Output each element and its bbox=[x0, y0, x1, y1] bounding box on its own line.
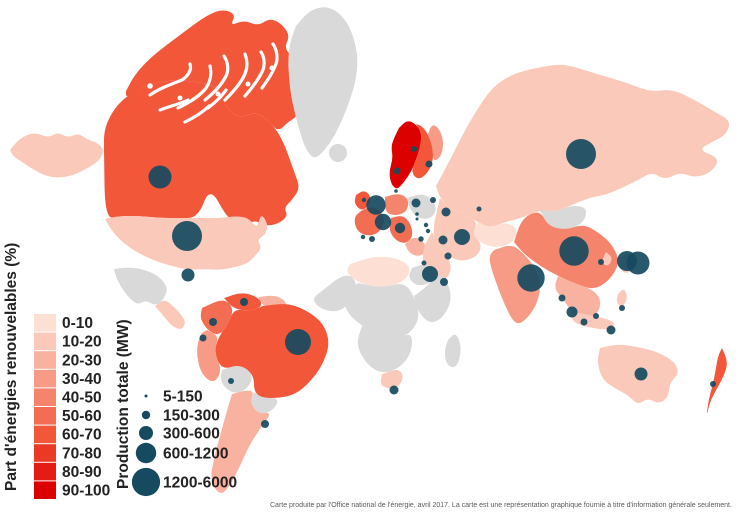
svg-text:Production totale (MW): Production totale (MW) bbox=[115, 319, 132, 489]
svg-text:50-60: 50-60 bbox=[62, 408, 102, 425]
svg-text:1200-6000: 1200-6000 bbox=[163, 475, 237, 492]
svg-text:5-150: 5-150 bbox=[163, 389, 203, 406]
svg-text:80-90: 80-90 bbox=[62, 464, 102, 481]
svg-text:30-40: 30-40 bbox=[62, 371, 102, 388]
svg-text:70-80: 70-80 bbox=[62, 445, 102, 462]
svg-text:20-30: 20-30 bbox=[62, 352, 102, 369]
svg-text:Carte produite par l'Office na: Carte produite par l'Office national de … bbox=[270, 502, 732, 509]
svg-text:90-100: 90-100 bbox=[62, 483, 110, 500]
svg-text:40-50: 40-50 bbox=[62, 390, 102, 407]
svg-text:300-600: 300-600 bbox=[163, 426, 220, 443]
svg-text:Part d'énergies renouvelables: Part d'énergies renouvelables (%) bbox=[3, 243, 20, 491]
svg-text:150-300: 150-300 bbox=[163, 408, 220, 425]
svg-text:600-1200: 600-1200 bbox=[163, 446, 229, 463]
svg-text:10-20: 10-20 bbox=[62, 334, 102, 351]
svg-text:60-70: 60-70 bbox=[62, 427, 102, 444]
svg-text:0-10: 0-10 bbox=[62, 315, 93, 332]
